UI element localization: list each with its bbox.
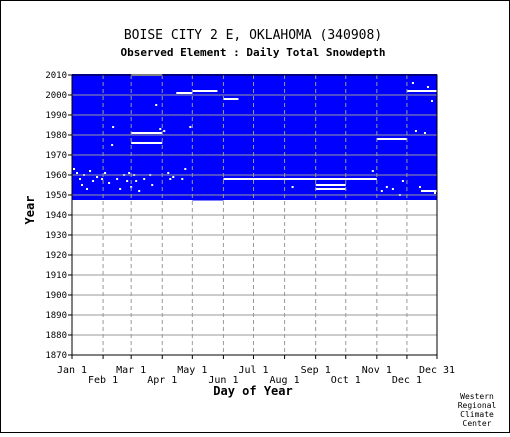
y-axis-label: Year — [23, 196, 37, 225]
missing-gap-bar — [223, 98, 239, 100]
data-layer — [72, 74, 437, 201]
y-tick-label: 2000 — [45, 91, 67, 101]
x-tick-label: Jan 1 — [57, 365, 87, 376]
missing-gap-bar — [131, 132, 163, 134]
y-tick-label: 1980 — [45, 131, 67, 141]
missing-day-point — [169, 178, 172, 180]
missing-day-point — [159, 128, 162, 130]
missing-day-point — [163, 130, 166, 132]
x-tick-label: May 1 — [177, 365, 207, 376]
missing-day-point — [96, 176, 99, 178]
missing-day-point — [76, 172, 79, 174]
x-tick-label: Mar 1 — [116, 365, 146, 376]
missing-gap-bar — [420, 190, 437, 192]
missing-gap-bar — [192, 90, 218, 92]
missing-day-point — [81, 184, 84, 186]
missing-day-point — [423, 132, 426, 134]
missing-day-point — [101, 178, 104, 180]
missing-day-point — [92, 180, 95, 182]
y-tick-label: 1900 — [45, 291, 67, 301]
y-tick-label: 1940 — [45, 211, 67, 221]
missing-day-point — [143, 178, 146, 180]
x-tick-label: Feb 1 — [88, 375, 118, 386]
missing-day-point — [371, 170, 374, 172]
missing-day-point — [391, 188, 394, 190]
chart-title: BOISE CITY 2 E, OKLAHOMA (340908) — [124, 28, 382, 43]
x-tick-label: Apr 1 — [147, 375, 177, 386]
missing-day-point — [418, 186, 421, 188]
missing-day-point — [116, 178, 119, 180]
missing-day-point — [151, 184, 154, 186]
missing-day-point — [89, 170, 92, 172]
missing-day-point — [138, 190, 141, 192]
extra-data-bar — [192, 197, 224, 201]
missing-gap-bar — [131, 142, 163, 144]
missing-day-point — [135, 180, 138, 182]
credit-line: Western — [460, 392, 494, 401]
x-tick-label: Oct 1 — [331, 375, 361, 386]
missing-gap-bar — [223, 178, 377, 180]
missing-day-point — [167, 172, 170, 174]
missing-day-point — [108, 182, 111, 184]
missing-day-point — [291, 186, 294, 188]
missing-gap-bar — [315, 188, 346, 190]
missing-gap-bar — [315, 184, 346, 186]
missing-day-point — [73, 168, 76, 170]
missing-gap-bar — [376, 138, 407, 140]
x-axis-label: Day of Year — [213, 384, 292, 398]
missing-day-point — [112, 126, 115, 128]
missing-day-point — [172, 176, 175, 178]
credit-line: Climate — [460, 410, 494, 419]
y-tick-label: 1890 — [45, 311, 67, 321]
x-tick-label: Jul 1 — [238, 365, 268, 376]
credit-line: Regional — [458, 401, 497, 410]
chart-subtitle: Observed Element : Daily Total Snowdepth — [121, 46, 386, 59]
missing-day-point — [433, 192, 436, 194]
missing-day-point — [385, 186, 388, 188]
x-tick-label: Dec 1 — [392, 375, 422, 386]
missing-day-point — [380, 190, 383, 192]
missing-day-point — [189, 126, 192, 128]
missing-day-point — [126, 180, 129, 182]
missing-day-point — [119, 188, 122, 190]
y-tick-label: 1920 — [45, 251, 67, 261]
x-tick-label: Nov 1 — [362, 365, 392, 376]
y-tick-label: 1970 — [45, 151, 67, 161]
missing-day-point — [184, 168, 187, 170]
missing-day-point — [414, 130, 417, 132]
credit-line: Center — [463, 419, 492, 428]
missing-day-point — [401, 180, 404, 182]
x-tick-label: Aug 1 — [270, 375, 300, 386]
missing-day-point — [426, 86, 429, 88]
y-tick-label: 1930 — [45, 231, 67, 241]
missing-day-point — [128, 172, 131, 174]
y-tick-label: 1990 — [45, 111, 67, 121]
missing-day-point — [181, 178, 184, 180]
x-tick-label: Dec 31 — [419, 365, 455, 376]
y-tick-label: 1910 — [45, 271, 67, 281]
ticks-layer: 1870 1880 1890 1900 1910 1920 1930 1940 1950 1960… — [45, 71, 455, 386]
y-tick-label: 1870 — [45, 351, 67, 361]
missing-day-point — [86, 188, 89, 190]
missing-gap-bar — [406, 90, 437, 92]
missing-day-point — [430, 100, 433, 102]
missing-day-point — [411, 82, 414, 84]
y-tick-label: 1880 — [45, 331, 67, 341]
y-tick-label: 1960 — [45, 171, 67, 181]
y-tick-label: 2010 — [45, 71, 67, 81]
missing-day-point — [79, 178, 82, 180]
missing-gap-bar — [176, 92, 193, 94]
missing-day-point — [104, 172, 107, 174]
missing-day-point — [155, 104, 158, 106]
x-tick-label: Sep 1 — [301, 365, 331, 376]
x-tick-label: Jun 1 — [208, 375, 238, 386]
missing-day-point — [111, 144, 114, 146]
y-tick-label: 1950 — [45, 191, 67, 201]
